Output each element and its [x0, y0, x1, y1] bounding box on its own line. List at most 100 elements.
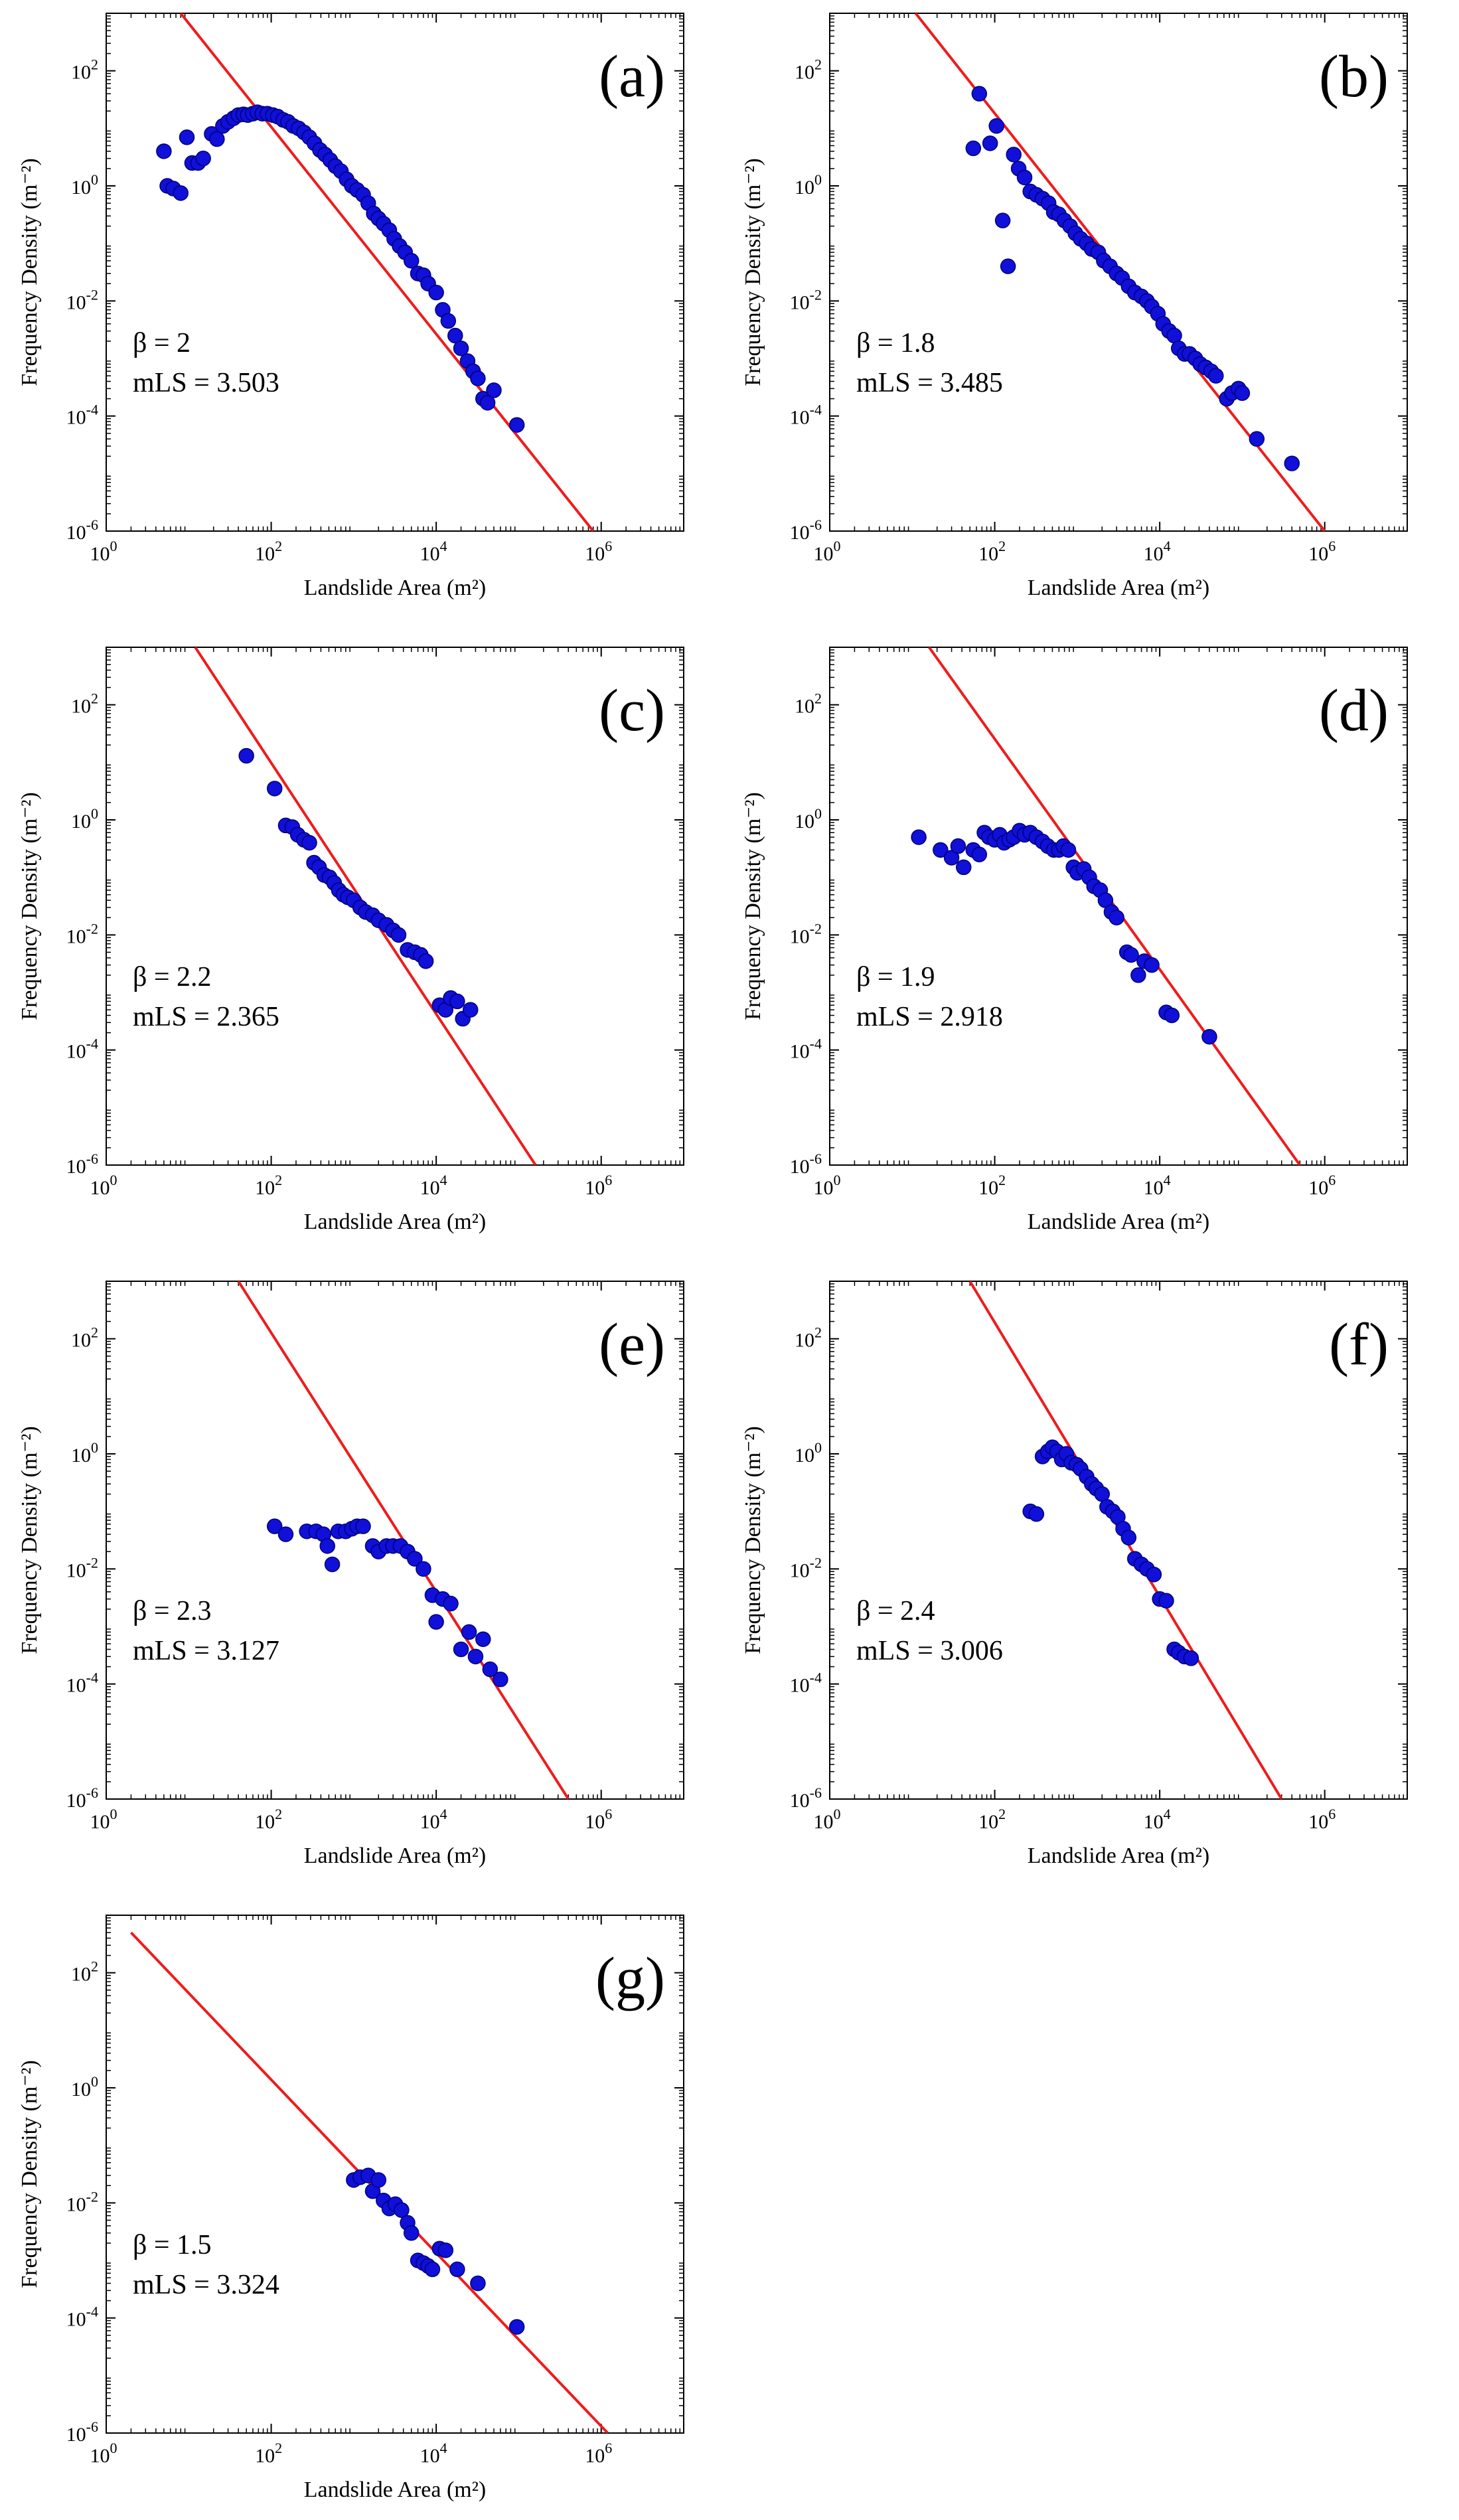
y-tick-label: 10-2 [790, 286, 822, 313]
beta-annotation: β = 2 [133, 328, 191, 358]
data-point [324, 1556, 341, 1573]
data-point [1208, 368, 1224, 384]
y-tick-label: 10-2 [66, 2188, 98, 2215]
y-tick-label: 10-4 [66, 402, 98, 429]
x-tick-label: 104 [420, 1172, 447, 1199]
y-tick-label: 102 [71, 1324, 98, 1352]
x-tick-label: 102 [255, 1172, 282, 1199]
x-tick-label: 100 [814, 538, 841, 565]
x-axis-label: Landslide Area (m²) [304, 2478, 487, 2502]
y-tick-label: 100 [71, 2073, 98, 2100]
data-point [370, 2172, 387, 2188]
beta-annotation: β = 1.8 [856, 328, 935, 358]
data-point [1028, 1506, 1045, 1522]
data-point [424, 2261, 441, 2278]
data-point [1130, 967, 1146, 983]
data-point [443, 1595, 459, 1612]
beta-annotation: β = 2.4 [856, 1596, 935, 1626]
data-point [493, 1672, 508, 1688]
y-tick-label: 10-4 [66, 1036, 98, 1063]
x-tick-label: 106 [1308, 1172, 1336, 1199]
data-point [407, 1551, 423, 1567]
data-point [1109, 909, 1124, 925]
y-axis-label: Frequency Density (m⁻²) [17, 2060, 42, 2288]
panel-e: 100 102 104 106 10-6 10-4 10-2 100 102 Landslide … [17, 1281, 684, 1868]
y-tick-label: 10-2 [66, 286, 98, 313]
y-tick-label: 100 [71, 1439, 98, 1466]
mls-annotation: mLS = 3.485 [856, 368, 1003, 398]
data-point [482, 1661, 499, 1678]
panel-f: 100 102 104 106 10-6 10-4 10-2 100 102 Landslide … [741, 1281, 1408, 1868]
data-point [403, 2225, 420, 2241]
data-point [403, 253, 420, 269]
y-tick-label: 10-6 [66, 1150, 98, 1178]
beta-annotation: β = 2.2 [133, 962, 212, 992]
panel-label: (a) [599, 44, 665, 110]
plot-frame [829, 647, 1408, 1166]
y-tick-label: 10-2 [66, 1554, 98, 1581]
data-point [982, 135, 998, 151]
y-tick-label: 10-2 [790, 920, 822, 947]
x-axis-label: Landslide Area (m²) [1028, 1210, 1210, 1234]
data-point [394, 2202, 410, 2218]
x-tick-label: 106 [585, 538, 612, 565]
y-axis-label: Frequency Density (m⁻²) [741, 158, 765, 386]
panel-a: 100 102 104 106 10-6 10-4 10-2 100 102 Landslide … [17, 13, 684, 600]
x-tick-label: 102 [255, 538, 282, 565]
y-tick-label: 100 [795, 171, 822, 198]
data-point [1201, 1028, 1217, 1045]
data-point [508, 2319, 525, 2335]
mls-annotation: mLS = 3.324 [133, 2270, 279, 2300]
data-point [416, 1561, 431, 1577]
mls-annotation: mLS = 3.006 [856, 1636, 1003, 1666]
data-point [156, 143, 172, 159]
data-point [453, 1641, 469, 1658]
plot-frame [829, 13, 1408, 532]
data-point [301, 834, 317, 851]
panel-label: (c) [599, 678, 665, 744]
mls-annotation: mLS = 2.918 [856, 1002, 1003, 1032]
data-point [277, 1526, 294, 1542]
data-point [1006, 147, 1022, 163]
data-point [1000, 258, 1016, 274]
data-point [911, 829, 927, 845]
data-point [933, 842, 949, 858]
x-tick-label: 104 [1144, 1172, 1171, 1199]
y-tick-label: 10-4 [66, 1670, 98, 1697]
x-tick-label: 102 [978, 1806, 1006, 1833]
y-tick-label: 10-4 [790, 402, 822, 429]
x-tick-label: 100 [90, 538, 117, 565]
y-tick-label: 10-4 [66, 2304, 98, 2331]
plot-frame [106, 1281, 684, 1800]
y-axis-label: Frequency Density (m⁻²) [741, 792, 765, 1020]
x-tick-label: 102 [978, 538, 1006, 565]
y-tick-label: 10-4 [790, 1670, 822, 1697]
data-point [950, 838, 966, 854]
mls-annotation: mLS = 2.365 [133, 1002, 279, 1032]
y-tick-label: 10-6 [790, 1150, 822, 1178]
data-point [994, 212, 1011, 228]
x-tick-label: 102 [255, 1806, 282, 1833]
y-tick-label: 102 [795, 1324, 822, 1352]
data-point [971, 86, 988, 102]
y-axis-label: Frequency Density (m⁻²) [17, 158, 42, 386]
data-point [965, 140, 982, 157]
y-tick-label: 102 [71, 56, 98, 84]
data-point [470, 2275, 486, 2292]
y-tick-label: 100 [71, 171, 98, 198]
data-point [486, 382, 502, 398]
x-tick-label: 106 [1308, 1806, 1336, 1833]
panel-c: 100 102 104 106 10-6 10-4 10-2 100 102 Landslide … [17, 647, 684, 1234]
y-tick-label: 102 [795, 56, 822, 84]
data-point [1123, 947, 1139, 963]
x-tick-label: 104 [420, 2440, 447, 2467]
data-point [467, 1648, 484, 1665]
x-axis-label: Landslide Area (m²) [304, 576, 487, 600]
beta-annotation: β = 2.3 [133, 1596, 212, 1626]
data-point [955, 859, 972, 876]
data-point [971, 846, 988, 862]
data-point [453, 340, 469, 356]
x-tick-label: 104 [420, 1806, 447, 1833]
plot-frame [106, 647, 684, 1166]
data-point [449, 993, 465, 1010]
